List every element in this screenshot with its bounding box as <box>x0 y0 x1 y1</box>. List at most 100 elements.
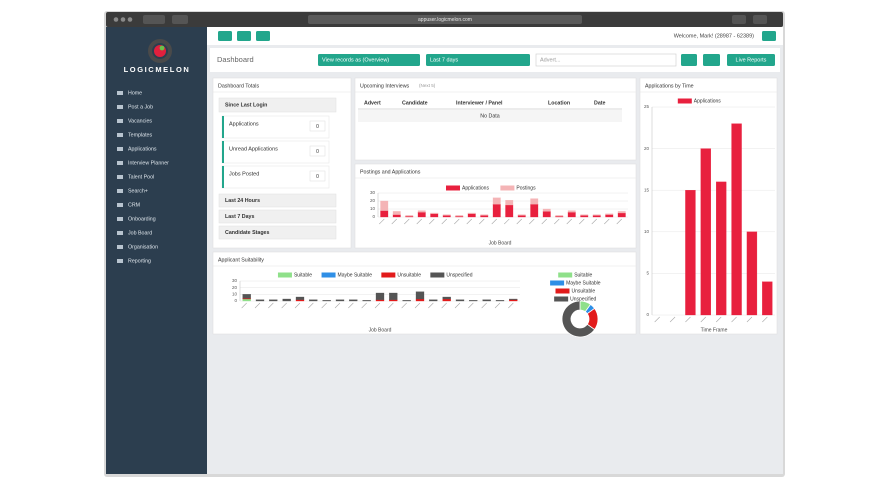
bar <box>542 208 551 212</box>
category-tick <box>516 218 522 225</box>
bar <box>495 300 505 302</box>
bar <box>402 300 411 302</box>
bar <box>255 299 265 302</box>
menu-item[interactable]: Search+ <box>128 188 148 194</box>
legend-label: Maybe Suitable <box>338 272 373 278</box>
category-tick <box>566 218 572 225</box>
category-tick <box>685 316 691 323</box>
search-input[interactable] <box>535 53 677 67</box>
section-header[interactable] <box>218 209 337 224</box>
bar <box>567 212 576 218</box>
category-tick <box>669 316 676 323</box>
category-tick <box>504 218 510 225</box>
section-header[interactable] <box>218 193 337 208</box>
live-reports-text[interactable]: Live Reports <box>736 57 767 63</box>
refresh-button[interactable] <box>681 54 697 66</box>
category-tick <box>429 218 435 225</box>
category-tick <box>416 218 422 225</box>
menu-item[interactable]: CRM <box>128 202 140 208</box>
bar <box>762 281 773 316</box>
section-title[interactable]: Last 7 Days <box>225 214 254 220</box>
bar <box>685 190 696 316</box>
bar <box>442 215 451 218</box>
menu-item[interactable]: Home <box>128 90 142 96</box>
category-tick <box>541 218 547 225</box>
category-tick <box>762 316 768 323</box>
category-tick <box>654 316 660 323</box>
menu-item[interactable]: Talent Pool <box>128 174 154 180</box>
menu-item[interactable]: Applications <box>128 146 157 152</box>
bar <box>505 200 514 206</box>
top-icon-button[interactable] <box>256 31 270 41</box>
url: appuser.logicmelon.com <box>418 17 472 23</box>
menu-item[interactable]: Templates <box>128 132 152 138</box>
nav-button[interactable] <box>143 15 165 24</box>
sidebar <box>106 27 207 474</box>
count-box <box>309 145 326 157</box>
bar <box>282 298 291 302</box>
y-tick-label: 0 <box>372 214 375 219</box>
period-select[interactable] <box>426 54 530 66</box>
live-reports-button[interactable] <box>727 54 775 66</box>
category-tick <box>334 302 341 309</box>
top-icon-button[interactable] <box>237 31 251 41</box>
menu-item[interactable]: Post a Job <box>128 104 153 110</box>
category-tick <box>508 302 514 309</box>
menu-icon <box>117 175 123 179</box>
menu-item[interactable]: Interview Planner <box>128 160 169 166</box>
card-accent <box>222 116 224 138</box>
menu-item[interactable]: Job Board <box>128 230 152 236</box>
logo-seed <box>159 45 165 51</box>
share-button[interactable] <box>732 15 746 24</box>
y-tick-label: 10 <box>370 206 376 211</box>
menu-item[interactable]: Reporting <box>128 258 151 264</box>
category-tick <box>374 302 381 309</box>
top-icon-button[interactable] <box>218 31 232 41</box>
card-count: 0 <box>316 174 319 180</box>
category-tick <box>700 316 707 323</box>
bar <box>389 292 398 300</box>
bar <box>242 294 251 299</box>
category-tick <box>454 302 461 309</box>
logout-button[interactable] <box>762 31 776 41</box>
menu-item[interactable]: Onboarding <box>128 216 156 222</box>
bar <box>580 214 589 216</box>
tabs-button[interactable] <box>753 15 767 24</box>
bar <box>430 213 439 218</box>
menu-item[interactable]: Organisation <box>128 244 158 250</box>
y-tick-label: 30 <box>232 278 238 283</box>
menu-icon <box>117 105 123 109</box>
category-tick <box>481 302 487 309</box>
bar <box>509 298 518 300</box>
view-select-text[interactable]: View records as (Overview) <box>322 57 389 63</box>
bar <box>617 211 626 214</box>
section-title[interactable]: Candidate Stages <box>225 230 270 236</box>
sidebar-toggle[interactable] <box>172 15 188 24</box>
category-tick <box>294 302 301 309</box>
period-select-text[interactable]: Last 7 days <box>430 57 458 63</box>
count-box <box>309 120 326 132</box>
category-tick <box>268 302 274 309</box>
category-tick <box>454 218 460 225</box>
window-dot <box>127 17 133 22</box>
bar <box>746 231 758 316</box>
url-bar[interactable] <box>308 15 582 24</box>
section-header[interactable] <box>218 225 337 240</box>
bar <box>430 212 439 214</box>
window-dot <box>120 17 126 22</box>
column-header: Advert <box>364 100 381 106</box>
category-tick <box>348 302 354 309</box>
card-accent <box>222 166 224 188</box>
category-tick <box>321 302 327 309</box>
share-report-button[interactable] <box>703 54 720 66</box>
view-select[interactable] <box>318 54 420 66</box>
legend-swatch <box>555 288 570 294</box>
card-count: 0 <box>316 149 319 155</box>
menu-item[interactable]: Vacancies <box>128 118 152 124</box>
column-header: Interviewer / Panel <box>456 100 503 106</box>
bar <box>392 211 401 215</box>
bar <box>567 210 576 213</box>
section-title[interactable]: Last 24 Hours <box>225 198 260 204</box>
legend-label: Maybe Suitable <box>566 280 601 286</box>
